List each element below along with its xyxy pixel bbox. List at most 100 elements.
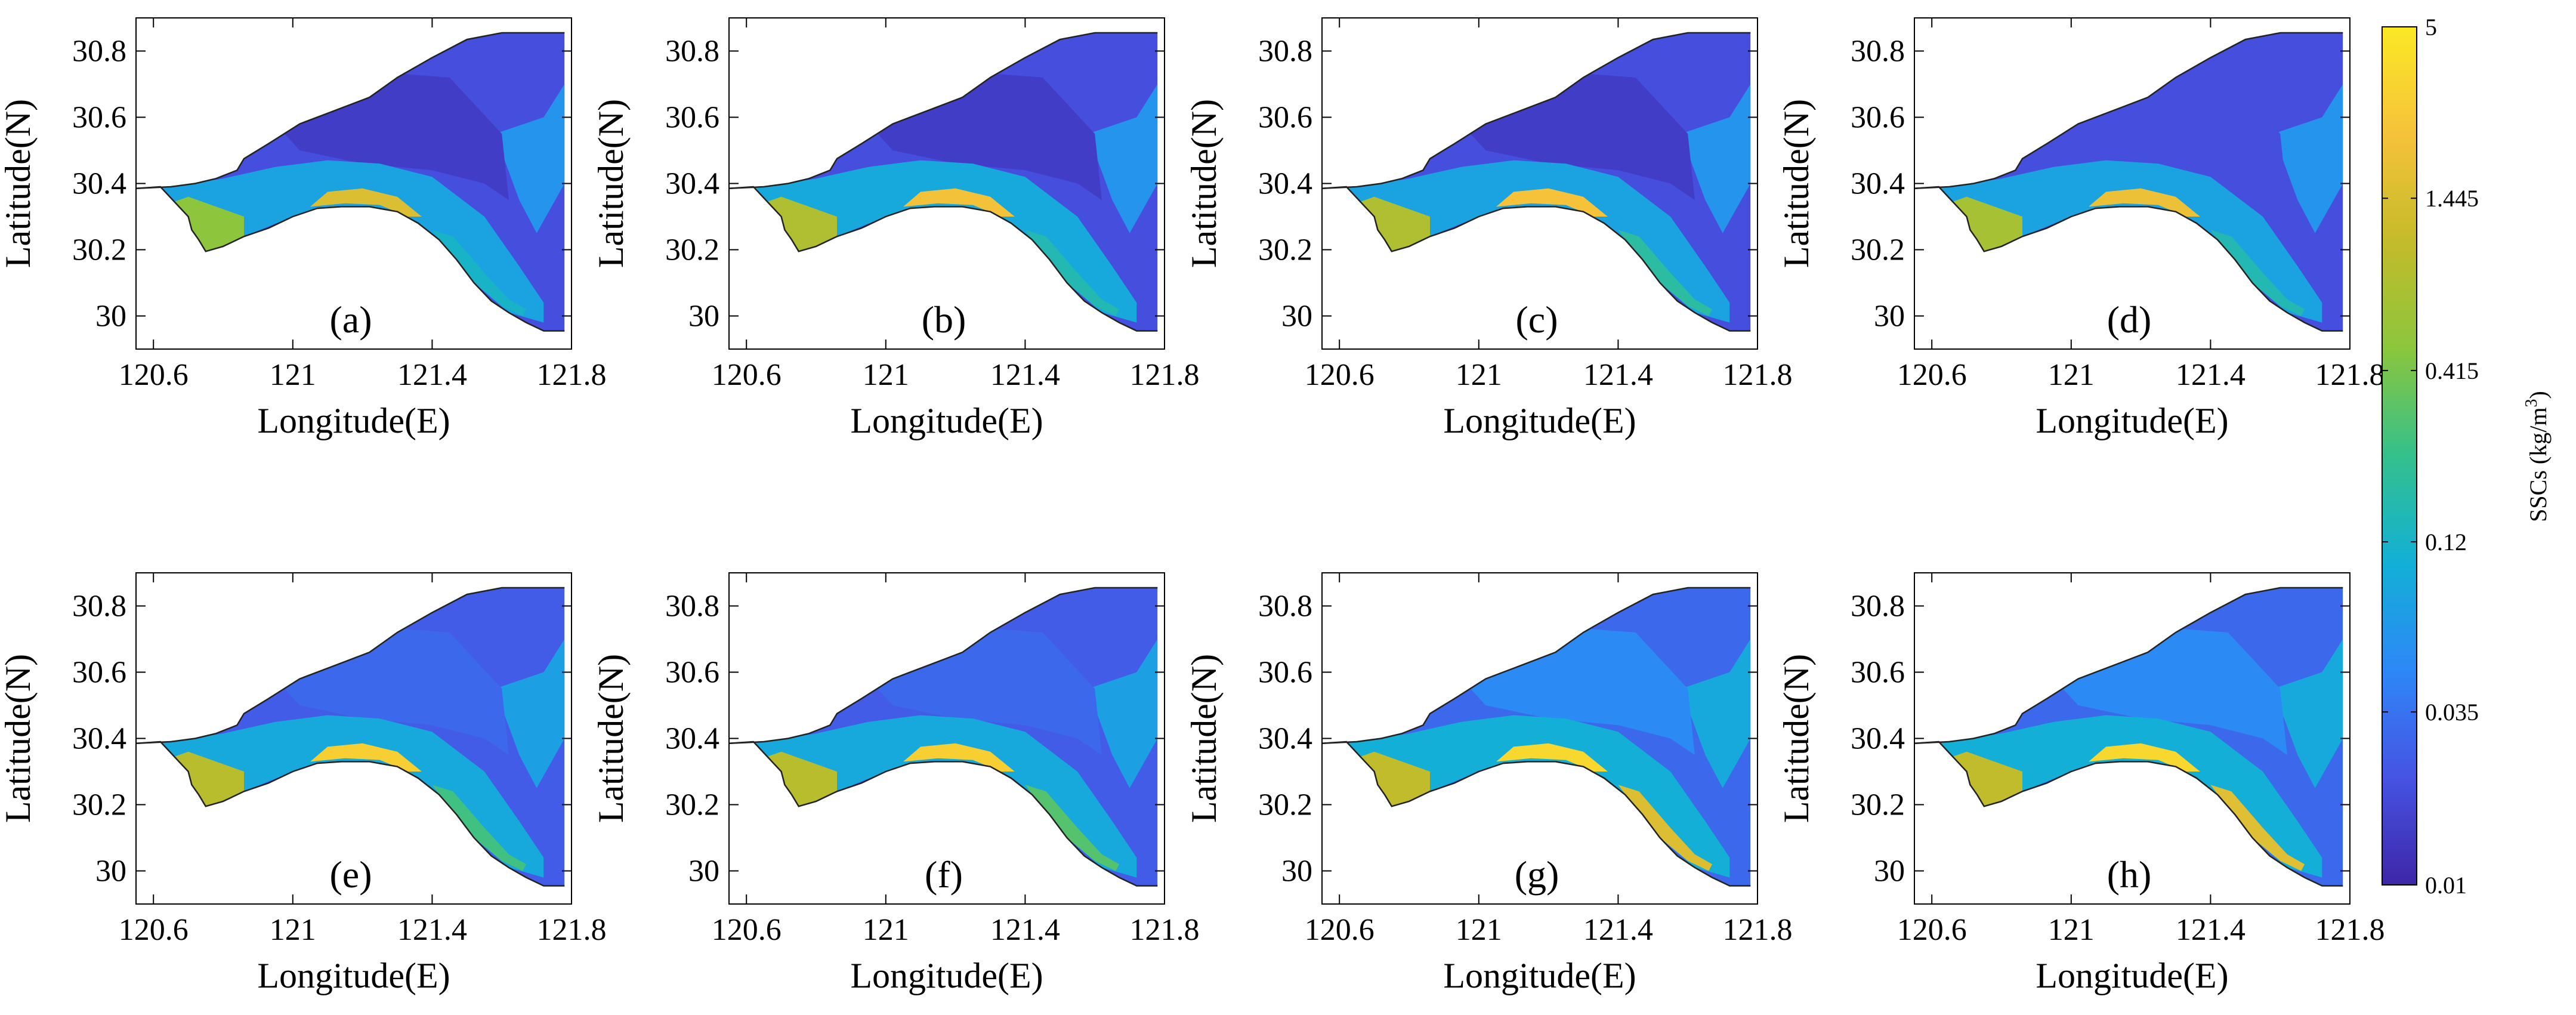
y-axis-label: Latitude(N) bbox=[0, 99, 38, 268]
x-tick-label: 121.8 bbox=[1130, 358, 1200, 392]
x-axis-label: Longitude(E) bbox=[257, 956, 450, 995]
y-tick-label: 30.8 bbox=[1258, 590, 1312, 624]
ssc-east-strip bbox=[1088, 639, 1158, 788]
colorbar-tick-label: 0.01 bbox=[2425, 872, 2467, 899]
colorbar-tick-label: 1.445 bbox=[2425, 185, 2479, 212]
ssc-southwest-bay bbox=[1360, 751, 1430, 807]
panel-e: 120.6 121 121.4 121.8 30 30.2 30.4 30.6 30.8 Long… bbox=[0, 572, 607, 995]
y-tick-label: 30.6 bbox=[665, 656, 719, 690]
ssc-nearshore-zone bbox=[729, 160, 1137, 323]
panel-label: (e) bbox=[329, 853, 372, 896]
y-axis-label: Latitude(N) bbox=[1184, 654, 1224, 823]
x-tick-label: 120.6 bbox=[1305, 358, 1375, 392]
y-tick-label: 30.2 bbox=[1851, 233, 1905, 267]
ssc-southeast-coast bbox=[1618, 230, 1713, 316]
y-tick-label: 30.6 bbox=[1851, 656, 1905, 690]
ssc-field bbox=[1322, 588, 1751, 886]
x-tick-label: 121.8 bbox=[1723, 913, 1793, 947]
ssc-high-band bbox=[903, 743, 1015, 772]
x-tick-label: 120.6 bbox=[712, 358, 782, 392]
ssc-southwest-bay bbox=[1953, 751, 2022, 807]
ssc-field bbox=[1914, 33, 2343, 331]
ssc-southeast-coast bbox=[1618, 785, 1713, 871]
y-tick-label: 30.4 bbox=[665, 722, 719, 756]
panel-d: 120.6 121 121.4 121.8 30 30.2 30.4 30.6 30.8 Long… bbox=[1777, 17, 2385, 440]
colorbar-label: SSCs (kg/m3) bbox=[2522, 391, 2552, 522]
panel-b: 120.6 121 121.4 121.8 30 30.2 30.4 30.6 30.8 Long… bbox=[591, 17, 1200, 440]
x-tick-label: 120.6 bbox=[1897, 913, 1967, 947]
y-tick-label: 30.4 bbox=[1258, 167, 1312, 201]
coastline-south bbox=[1321, 741, 1751, 887]
coastline-south bbox=[135, 186, 565, 332]
y-tick-label: 30.8 bbox=[1851, 35, 1905, 69]
colorbar-tick-label: 0.035 bbox=[2425, 699, 2479, 726]
coastline-south bbox=[1321, 186, 1751, 332]
ssc-southeast-coast bbox=[432, 230, 527, 316]
ssc-high-band bbox=[2089, 188, 2200, 217]
ssc-nearshore-zone bbox=[1914, 160, 2322, 323]
x-tick-label: 121.4 bbox=[990, 913, 1060, 947]
y-tick-label: 30.6 bbox=[1851, 101, 1905, 135]
coastline-south bbox=[728, 741, 1158, 887]
y-tick-label: 30.6 bbox=[72, 656, 126, 690]
y-axis-label: Latitude(N) bbox=[1184, 99, 1224, 268]
ssc-southwest-bay bbox=[174, 196, 244, 252]
y-tick-label: 30 bbox=[95, 854, 126, 888]
ssc-high-band bbox=[310, 188, 422, 217]
ssc-southeast-coast bbox=[2210, 785, 2305, 871]
ssc-nearshore-zone bbox=[1914, 715, 2322, 878]
x-tick-label: 121 bbox=[270, 358, 316, 392]
y-tick-label: 30.8 bbox=[1851, 590, 1905, 624]
x-tick-label: 121.4 bbox=[2176, 913, 2245, 947]
colorbar-tick-label: 0.12 bbox=[2425, 529, 2467, 556]
y-tick-label: 30 bbox=[688, 854, 719, 888]
x-tick-label: 120.6 bbox=[1897, 358, 1967, 392]
colorbar: 0.01 0.035 0.12 0.415 1.445 5 SSCs (kg/m3) bbox=[2382, 14, 2552, 899]
x-tick-label: 121.4 bbox=[397, 358, 467, 392]
ssc-east-strip bbox=[495, 639, 565, 788]
x-tick-label: 121 bbox=[270, 913, 316, 947]
coastline-north bbox=[728, 32, 1158, 190]
x-axis-label: Longitude(E) bbox=[2036, 401, 2228, 440]
y-tick-label: 30.2 bbox=[72, 788, 126, 822]
x-tick-label: 121.8 bbox=[537, 358, 607, 392]
panel-label: (h) bbox=[2107, 853, 2152, 896]
panel-f: 120.6 121 121.4 121.8 30 30.2 30.4 30.6 30.8 Long… bbox=[591, 572, 1200, 995]
panel-label: (d) bbox=[2107, 298, 2152, 341]
colorbar-gradient bbox=[2382, 26, 2417, 886]
ssc-east-strip bbox=[1681, 639, 1751, 788]
ssc-east-strip bbox=[1088, 84, 1158, 233]
coastline-north bbox=[135, 32, 565, 190]
colorbar-label-end: ) bbox=[2525, 391, 2552, 399]
x-tick-label: 121.4 bbox=[1583, 358, 1653, 392]
ssc-southeast-coast bbox=[432, 785, 527, 871]
y-tick-label: 30.6 bbox=[665, 101, 719, 135]
x-tick-label: 121 bbox=[1456, 358, 1502, 392]
y-tick-label: 30.6 bbox=[1258, 656, 1312, 690]
coastline-north bbox=[1321, 32, 1751, 190]
ssc-southwest-bay bbox=[174, 751, 244, 807]
x-axis-label: Longitude(E) bbox=[1443, 401, 1636, 440]
x-axis-label: Longitude(E) bbox=[2036, 956, 2228, 995]
panel-g: 120.6 121 121.4 121.8 30 30.2 30.4 30.6 30.8 Long… bbox=[1184, 572, 1793, 995]
ssc-high-band bbox=[1496, 188, 1608, 217]
y-tick-label: 30.2 bbox=[1258, 788, 1312, 822]
ssc-high-band bbox=[903, 188, 1015, 217]
y-tick-label: 30 bbox=[1281, 300, 1312, 334]
ssc-high-band bbox=[310, 743, 422, 772]
x-tick-label: 121.8 bbox=[2315, 913, 2385, 947]
y-tick-label: 30.8 bbox=[665, 35, 719, 69]
x-tick-label: 120.6 bbox=[119, 358, 189, 392]
y-axis-label: Latitude(N) bbox=[0, 654, 38, 823]
ssc-east-strip bbox=[1681, 84, 1751, 233]
ssc-southwest-bay bbox=[1953, 196, 2022, 252]
colorbar-tick-label: 5 bbox=[2425, 14, 2437, 41]
colorbar-label-main: SSCs (kg/m bbox=[2525, 408, 2552, 522]
panel-label: (b) bbox=[922, 298, 966, 341]
panel-label: (g) bbox=[1515, 853, 1559, 896]
y-tick-label: 30 bbox=[1874, 854, 1905, 888]
y-tick-label: 30.4 bbox=[72, 167, 126, 201]
y-tick-label: 30.8 bbox=[1258, 35, 1312, 69]
x-axis-label: Longitude(E) bbox=[1443, 956, 1636, 995]
x-tick-label: 120.6 bbox=[119, 913, 189, 947]
